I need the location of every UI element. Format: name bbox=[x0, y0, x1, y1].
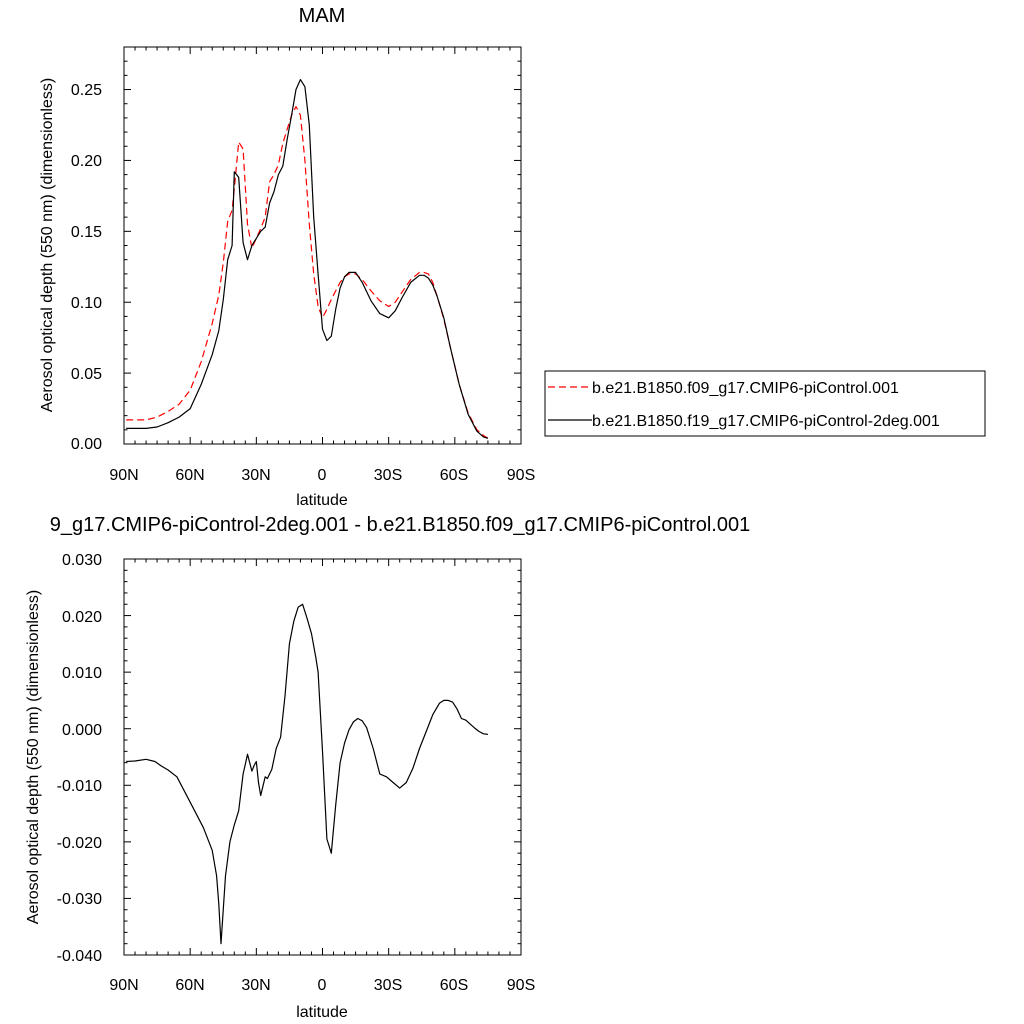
top-series-line-solid bbox=[126, 78, 489, 439]
top-ticks bbox=[123, 46, 522, 445]
top-y-tick-label: 0.25 bbox=[71, 82, 102, 99]
top-y-tick-label: 0.10 bbox=[71, 295, 102, 312]
top-x-tick-label: 30S bbox=[374, 467, 402, 484]
top-x-tick-label: 0 bbox=[318, 467, 327, 484]
legend: b.e21.B1850.f09_g17.CMIP6-piControl.001 … bbox=[544, 370, 986, 437]
bottom-y-tick-label: 0.020 bbox=[62, 609, 102, 626]
bottom-y-tick-label: -0.020 bbox=[57, 835, 102, 852]
legend-entry: b.e21.B1850.f19_g17.CMIP6-piControl-2deg… bbox=[592, 413, 940, 430]
bottom-y-tick-label: -0.010 bbox=[57, 778, 102, 795]
top-plot-frame bbox=[123, 46, 522, 445]
bottom-panel: 9_g17.CMIP6-piControl-2deg.001 - b.e21.B… bbox=[25, 514, 750, 1021]
bottom-x-tick-label: 30N bbox=[241, 977, 270, 994]
bottom-x-tick-label: 30S bbox=[374, 977, 402, 994]
bottom-x-tick-label: 90N bbox=[109, 977, 138, 994]
bottom-x-tick-label: 0 bbox=[318, 977, 327, 994]
bottom-y-axis-label: Aerosol optical depth (550 nm) (dimensio… bbox=[25, 590, 42, 924]
top-y-tick-label: 0.00 bbox=[71, 436, 102, 453]
bottom-ticks bbox=[123, 558, 522, 956]
top-y-tick-label: 0.20 bbox=[71, 153, 102, 170]
bottom-y-tick-label: -0.040 bbox=[57, 948, 102, 965]
top-x-tick-label: 60S bbox=[440, 467, 468, 484]
legend-box bbox=[544, 370, 986, 437]
top-y-tick-label: 0.05 bbox=[71, 366, 102, 383]
bottom-x-tick-label: 60S bbox=[440, 977, 468, 994]
legend-entry: b.e21.B1850.f09_g17.CMIP6-piControl.001 bbox=[592, 380, 899, 397]
bottom-plot-frame bbox=[123, 558, 522, 956]
bottom-x-tick-label: 90S bbox=[507, 977, 535, 994]
bottom-y-tick-label: -0.030 bbox=[57, 891, 102, 908]
top-y-axis-label: Aerosol optical depth (550 nm) (dimensio… bbox=[39, 78, 56, 412]
bottom-y-tick-label: 0.030 bbox=[62, 552, 102, 569]
top-chart-title: MAM bbox=[299, 5, 346, 27]
top-panel: MAM 90N 60N 30N 0 30S 60S 90S 0.00 0.05 … bbox=[39, 5, 535, 509]
top-series bbox=[126, 78, 489, 439]
top-x-tick-label: 30N bbox=[241, 467, 270, 484]
top-series-line-dashed bbox=[126, 105, 489, 439]
bottom-x-tick-labels: 90N 60N 30N 0 30S 60S 90S bbox=[109, 977, 535, 994]
bottom-x-axis-label: latitude bbox=[296, 1004, 348, 1021]
bottom-y-tick-labels: -0.040 -0.030 -0.020 -0.010 0.000 0.010 … bbox=[57, 552, 102, 965]
top-y-tick-label: 0.15 bbox=[71, 224, 102, 241]
bottom-series-line-solid bbox=[126, 603, 488, 945]
top-x-axis-label: latitude bbox=[296, 492, 348, 509]
top-y-tick-labels: 0.00 0.05 0.10 0.15 0.20 0.25 bbox=[71, 82, 102, 453]
top-x-tick-label: 60N bbox=[175, 467, 204, 484]
top-x-tick-labels: 90N 60N 30N 0 30S 60S 90S bbox=[109, 467, 535, 484]
bottom-series bbox=[126, 603, 488, 945]
bottom-y-tick-label: 0.000 bbox=[62, 722, 102, 739]
top-x-tick-label: 90N bbox=[109, 467, 138, 484]
bottom-chart-title: 9_g17.CMIP6-piControl-2deg.001 - b.e21.B… bbox=[50, 514, 750, 536]
bottom-x-tick-label: 60N bbox=[175, 977, 204, 994]
bottom-y-tick-label: 0.010 bbox=[62, 665, 102, 682]
top-x-tick-label: 90S bbox=[507, 467, 535, 484]
